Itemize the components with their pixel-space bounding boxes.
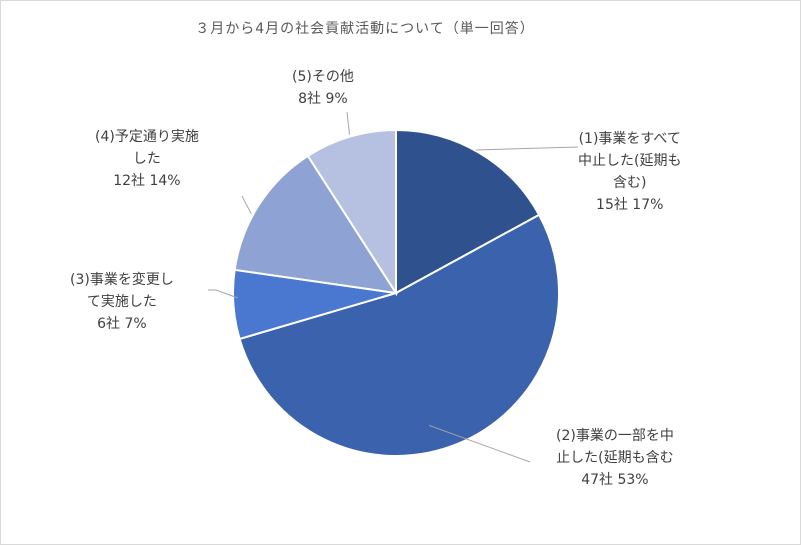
- pie-slice-5: [306, 128, 397, 297]
- data-label-category-line: 中止した(延期も: [578, 153, 682, 169]
- data-label-value: 15社 17%: [596, 197, 664, 213]
- data-label-2: (2)事業の一部を中 止した(延期も含む 47社 53%: [556, 425, 674, 491]
- leader-line-2: [428, 424, 531, 463]
- data-label-value: 6社 7%: [97, 316, 147, 332]
- data-label-category-line: 含む): [613, 175, 647, 191]
- data-label-category-line: 止した(延期も含む: [556, 450, 674, 466]
- data-label-5: (5)その他 8社 9%: [292, 66, 354, 110]
- pie-slice-1: [395, 128, 541, 295]
- data-label-category-line: (4)予定通り実施: [95, 129, 199, 145]
- data-label-category-line: (1)事業をすべて: [578, 131, 681, 147]
- data-label-4: (4)予定通り実施 した 12社 14%: [95, 126, 199, 192]
- data-label-value: 8社 9%: [298, 91, 348, 107]
- leader-line-3: [208, 289, 239, 299]
- pie-slice-2: [238, 213, 560, 457]
- data-label-category-line: した: [132, 151, 161, 167]
- leader-line-4: [241, 195, 252, 215]
- data-label-category-line: (3)事業を変更し: [70, 272, 174, 288]
- chart-title: ３月から4月の社会貢献活動について（単一回答）: [195, 21, 535, 37]
- data-label-3: (3)事業を変更し て実施した 6社 7%: [70, 269, 174, 335]
- data-label-category-line: (2)事業の一部を中: [556, 428, 674, 444]
- data-label-value: 12社 14%: [113, 173, 181, 189]
- data-label-category-line: て実施した: [86, 294, 157, 310]
- leader-line-1: [475, 146, 579, 151]
- data-label-category-line: (5)その他: [292, 69, 354, 85]
- leader-line-5: [346, 111, 351, 135]
- pie-slice-4: [233, 154, 399, 295]
- data-label-1: (1)事業をすべて 中止した(延期も 含む) 15社 17%: [578, 128, 681, 216]
- data-label-value: 47社 53%: [581, 472, 649, 488]
